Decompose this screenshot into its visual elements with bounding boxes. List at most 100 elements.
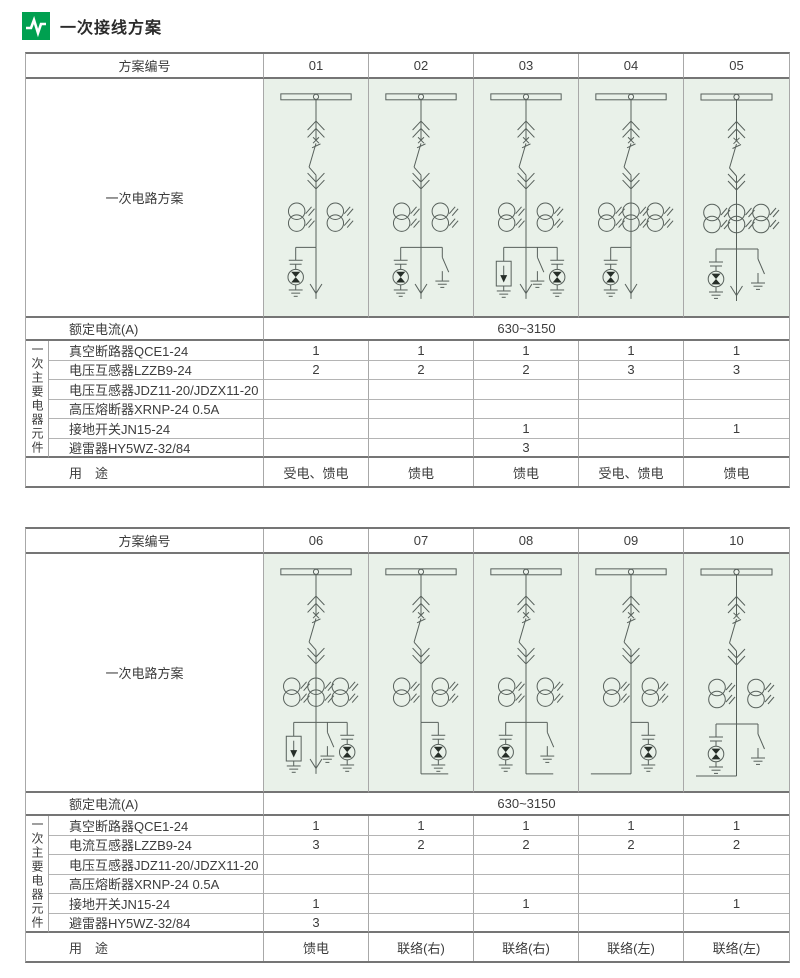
usage-value: 联络(左) xyxy=(579,933,684,961)
usage-label: 用 途 xyxy=(26,933,264,961)
usage-value: 馈电 xyxy=(369,458,474,486)
component-name: 高压熔断器XRNP-24 0.5A xyxy=(49,874,264,894)
component-qty: 1 xyxy=(684,419,789,439)
page-title: 一次接线方案 xyxy=(60,20,163,37)
component-qty xyxy=(264,399,369,419)
component-qty xyxy=(369,855,474,875)
component-name: 高压熔断器XRNP-24 0.5A xyxy=(49,399,264,419)
component-name: 真空断路器QCE1-24 xyxy=(49,341,264,361)
single-line-diagram-05 xyxy=(700,93,780,301)
component-qty xyxy=(474,399,579,419)
single-line-diagram-08 xyxy=(490,568,564,775)
usage-value: 联络(左) xyxy=(712,940,761,956)
component-qty: 2 xyxy=(474,835,579,855)
component-qty xyxy=(684,380,789,400)
component-qty: 1 xyxy=(579,341,684,361)
component-qty xyxy=(579,438,684,458)
rated-current-value: 630~3150 xyxy=(264,793,789,816)
single-line-diagram-06 xyxy=(280,568,359,774)
component-name: 真空断路器QCE1-24 xyxy=(49,816,264,836)
diagram-cell xyxy=(579,554,684,793)
scheme-table-06-10: 方案编号 06 07 08 09 10 一次电路方案 额定电流(A) 630~3150 一次主要电… xyxy=(25,527,790,963)
component-qty: 2 xyxy=(264,360,369,380)
diagram-cell xyxy=(579,79,684,318)
component-qty: 2 xyxy=(369,360,474,380)
component-qty xyxy=(579,399,684,419)
component-qty: 1 xyxy=(684,816,789,836)
single-line-diagram-01 xyxy=(280,93,354,299)
component-qty xyxy=(369,894,474,914)
component-qty: 1 xyxy=(579,816,684,836)
scheme-number-cell: 08 xyxy=(474,529,579,554)
component-qty xyxy=(369,438,474,458)
component-name: 避雷器HY5WZ-32/84 xyxy=(49,913,264,933)
component-qty: 1 xyxy=(474,894,579,914)
component-qty xyxy=(264,855,369,875)
component-qty xyxy=(579,894,684,914)
component-qty: 2 xyxy=(684,836,789,855)
component-name: 电压互感器JDZ11-20/JDZX11-20 xyxy=(49,855,264,875)
component-qty: 1 xyxy=(474,816,579,836)
scheme-number-cell: 10 xyxy=(684,529,789,554)
diagram-cell xyxy=(474,79,579,318)
component-qty xyxy=(684,914,789,933)
component-qty xyxy=(579,874,684,894)
component-qty: 1 xyxy=(369,341,474,361)
diagram-cell xyxy=(474,554,579,793)
diagram-cell xyxy=(264,79,369,318)
component-qty xyxy=(684,400,789,419)
component-qty: 1 xyxy=(474,419,579,439)
component-name: 接地开关JN15-24 xyxy=(49,894,264,914)
component-qty: 1 xyxy=(264,341,369,361)
diagram-cell xyxy=(369,79,474,318)
usage-value: 受电、馈电 xyxy=(579,458,684,486)
usage-value: 联络(右) xyxy=(369,933,474,961)
component-qty xyxy=(369,419,474,439)
page-header: 一次接线方案 xyxy=(22,12,162,40)
component-qty xyxy=(369,399,474,419)
rated-current-label: 额定电流(A) xyxy=(26,318,264,341)
scheme-number-cell: 04 xyxy=(579,54,684,79)
scheme-number-cell: 03 xyxy=(474,54,579,79)
rated-current-value: 630~3150 xyxy=(264,318,789,341)
single-line-diagram-04 xyxy=(595,93,674,299)
component-qty xyxy=(264,380,369,400)
component-qty: 2 xyxy=(474,360,579,380)
component-name: 电流互感器LZZB9-24 xyxy=(49,835,264,855)
component-qty xyxy=(474,913,579,933)
scheme-number-cell: 07 xyxy=(369,529,474,554)
component-qty: 1 xyxy=(264,894,369,914)
diagram-cell xyxy=(264,554,369,793)
component-qty xyxy=(369,380,474,400)
usage-label: 用 途 xyxy=(26,458,264,486)
component-name: 接地开关JN15-24 xyxy=(49,419,264,439)
component-qty xyxy=(264,874,369,894)
component-qty: 3 xyxy=(684,361,789,380)
scheme-number-cell: 09 xyxy=(579,529,684,554)
scheme-number-cell: 02 xyxy=(369,54,474,79)
component-qty: 3 xyxy=(264,913,369,933)
circuit-scheme-label: 一次电路方案 xyxy=(26,554,264,793)
component-qty: 3 xyxy=(474,438,579,458)
component-group-label: 一次主要电器元件 xyxy=(26,816,49,933)
component-qty xyxy=(579,419,684,439)
diagram-cell xyxy=(684,79,789,318)
usage-value: 联络(右) xyxy=(474,933,579,961)
single-line-diagram-10 xyxy=(696,568,775,777)
single-line-diagram-07 xyxy=(385,568,459,775)
component-qty: 2 xyxy=(369,835,474,855)
diagram-cell xyxy=(369,554,474,793)
component-qty xyxy=(369,874,474,894)
scheme-number-cell: 06 xyxy=(264,529,369,554)
component-qty: 3 xyxy=(579,360,684,380)
scheme-header-label: 方案编号 xyxy=(26,54,264,79)
component-name: 避雷器HY5WZ-32/84 xyxy=(49,438,264,458)
circuit-scheme-label: 一次电路方案 xyxy=(26,79,264,318)
component-qty xyxy=(579,380,684,400)
component-qty xyxy=(579,855,684,875)
single-line-diagram-09 xyxy=(590,568,669,775)
component-qty: 1 xyxy=(684,341,789,361)
component-qty: 1 xyxy=(264,816,369,836)
component-qty xyxy=(684,439,789,458)
component-qty xyxy=(579,913,684,933)
